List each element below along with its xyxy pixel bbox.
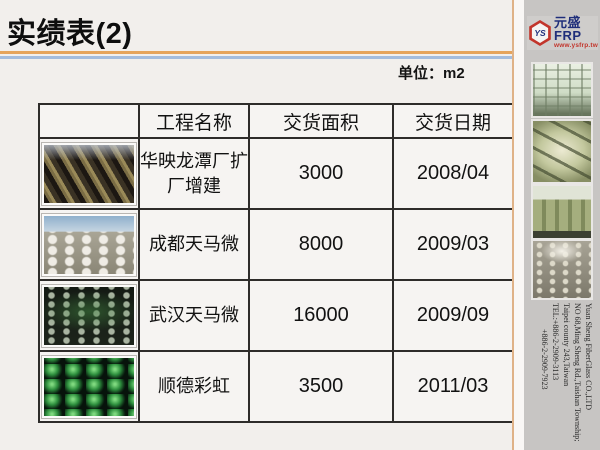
shunde-caihong-domes-photo (41, 354, 137, 419)
sidebar-gutter (514, 0, 524, 450)
delivery-date: 2011/03 (392, 350, 514, 423)
main-right-border (512, 0, 514, 450)
table-row: 顺德彩虹 3500 2011/03 (38, 350, 514, 423)
frp-tank-row-photo (531, 184, 593, 240)
table-row: 武汉天马微 16000 2009/09 (38, 279, 514, 352)
company-address-vertical-text: Yuan Sheng FiberGlass CO.,LTD NO 68,Ming… (536, 303, 594, 443)
header-delivery-date: 交货日期 (392, 103, 514, 139)
unit-label: 单位：m2 (398, 65, 465, 82)
delivery-date: 2009/09 (392, 279, 514, 352)
table-header-row: 工程名称 交货面积 交货日期 (38, 103, 514, 139)
frp-dotted-floor-photo (531, 239, 593, 300)
header-delivery-area: 交货面积 (248, 103, 394, 139)
company-logo: YS 元盛FRP www.ysfrp.tw (527, 16, 598, 50)
title-divider-blue (0, 56, 513, 59)
address-line: +886-2-2909-7923 (540, 329, 549, 390)
project-name: 华映龙潭厂扩厂增建 (138, 137, 250, 210)
ys-hexagon-icon: YS (529, 20, 551, 46)
address-line: NO 68,Ming Sheng Rd.,Taishan Township; (573, 303, 582, 442)
delivery-date: 2009/03 (392, 208, 514, 281)
delivery-area: 3500 (248, 350, 394, 423)
address-line: Yuan Sheng FiberGlass CO.,LTD (584, 303, 593, 411)
delivery-date: 2008/04 (392, 137, 514, 210)
page-title: 实绩表(2) (7, 18, 133, 50)
address-line: TEL:+886-2-2909-3113 (551, 303, 560, 381)
frp-tank-with-pipes-photo (531, 119, 593, 184)
company-website: www.ysfrp.tw (554, 42, 599, 50)
delivery-area: 3000 (248, 137, 394, 210)
delivery-area: 8000 (248, 208, 394, 281)
logo-badge-text: YS (534, 28, 546, 38)
delivery-area: 16000 (248, 279, 394, 352)
project-name: 顺德彩虹 (138, 350, 250, 423)
project-name: 武汉天马微 (138, 279, 250, 352)
title-divider-orange (0, 51, 513, 54)
company-address-block: Yuan Sheng FiberGlass CO.,LTD NO 68,Ming… (535, 303, 595, 443)
table-row: 华映龙潭厂扩厂增建 3000 2008/04 (38, 137, 514, 210)
header-project-name: 工程名称 (138, 103, 250, 139)
table-row: 成都天马微 8000 2009/03 (38, 208, 514, 281)
huaying-longtan-plant-photo (41, 141, 137, 206)
performance-table: 工程名称 交货面积 交货日期 华映龙潭厂扩厂增建 3000 2008/04 成都… (38, 103, 514, 423)
frp-ceiling-structure-photo (531, 62, 593, 118)
chengdu-tianma-site-photo (41, 212, 137, 277)
address-line: Taipei county 243,Taiwan (562, 303, 571, 387)
project-name: 成都天马微 (138, 208, 250, 281)
header-photo (38, 103, 140, 139)
wuhan-tianma-floor-photo (41, 283, 137, 348)
company-name-cn: 元盛FRP (554, 15, 582, 44)
